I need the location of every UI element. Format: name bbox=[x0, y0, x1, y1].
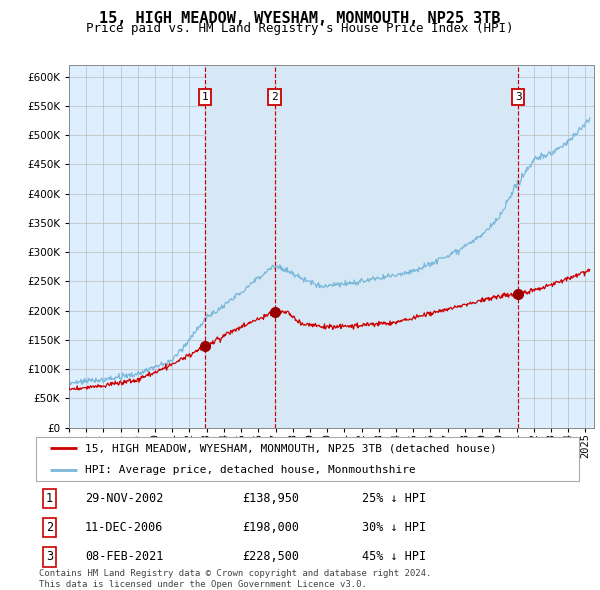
Text: 1: 1 bbox=[202, 92, 209, 102]
Text: £198,000: £198,000 bbox=[242, 521, 299, 534]
Text: £228,500: £228,500 bbox=[242, 550, 299, 563]
Text: 11-DEC-2006: 11-DEC-2006 bbox=[85, 521, 163, 534]
Text: 25% ↓ HPI: 25% ↓ HPI bbox=[362, 492, 426, 505]
Bar bbox=[205, 65, 275, 428]
Text: 1: 1 bbox=[46, 492, 53, 505]
Text: 2: 2 bbox=[271, 92, 278, 102]
Text: 15, HIGH MEADOW, WYESHAM, MONMOUTH, NP25 3TB: 15, HIGH MEADOW, WYESHAM, MONMOUTH, NP25… bbox=[99, 11, 501, 25]
Text: 30% ↓ HPI: 30% ↓ HPI bbox=[362, 521, 426, 534]
FancyBboxPatch shape bbox=[36, 437, 579, 481]
Text: 08-FEB-2021: 08-FEB-2021 bbox=[85, 550, 163, 563]
Text: HPI: Average price, detached house, Monmouthshire: HPI: Average price, detached house, Monm… bbox=[85, 466, 416, 475]
Text: £138,950: £138,950 bbox=[242, 492, 299, 505]
Text: 29-NOV-2002: 29-NOV-2002 bbox=[85, 492, 163, 505]
Text: Price paid vs. HM Land Registry's House Price Index (HPI): Price paid vs. HM Land Registry's House … bbox=[86, 22, 514, 35]
Text: 3: 3 bbox=[46, 550, 53, 563]
Text: 15, HIGH MEADOW, WYESHAM, MONMOUTH, NP25 3TB (detached house): 15, HIGH MEADOW, WYESHAM, MONMOUTH, NP25… bbox=[85, 443, 497, 453]
Text: 45% ↓ HPI: 45% ↓ HPI bbox=[362, 550, 426, 563]
Text: 3: 3 bbox=[515, 92, 521, 102]
Bar bbox=[275, 65, 518, 428]
Text: Contains HM Land Registry data © Crown copyright and database right 2024.
This d: Contains HM Land Registry data © Crown c… bbox=[39, 569, 431, 589]
Text: 2: 2 bbox=[46, 521, 53, 534]
